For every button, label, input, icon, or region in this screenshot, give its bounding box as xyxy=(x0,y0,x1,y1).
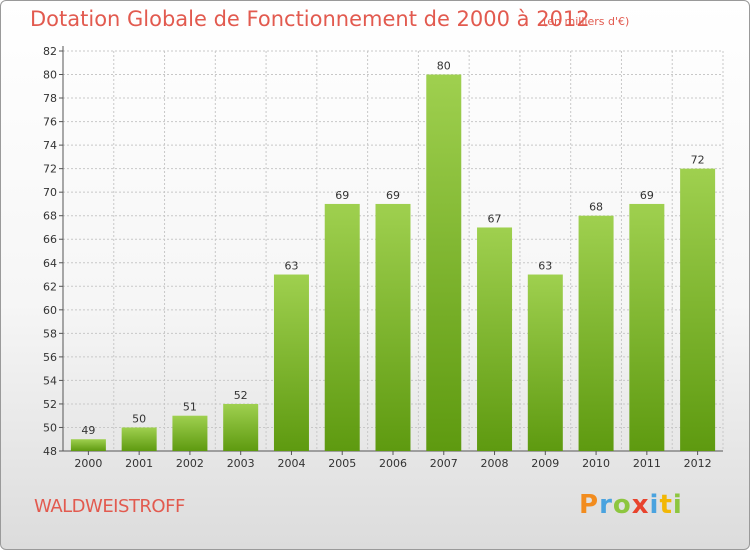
bar-2001 xyxy=(121,427,157,451)
y-tick-label: 50 xyxy=(43,421,57,434)
logo-letter: i xyxy=(649,490,660,520)
bar-2009 xyxy=(527,274,563,451)
y-tick-label: 80 xyxy=(43,69,57,82)
chart-subtitle: (en milliers d'€) xyxy=(543,15,630,28)
x-tick-label-2012: 2012 xyxy=(684,457,712,470)
y-tick-label: 54 xyxy=(43,374,57,387)
x-tick-label-2009: 2009 xyxy=(531,457,559,470)
x-tick-label-2011: 2011 xyxy=(633,457,661,470)
logo-letter: r xyxy=(599,490,613,520)
data-label-2003: 52 xyxy=(234,389,248,402)
data-label-2001: 50 xyxy=(132,412,146,425)
y-tick-label: 58 xyxy=(43,327,57,340)
data-label-2006: 69 xyxy=(386,189,400,202)
data-label-2002: 51 xyxy=(183,401,197,414)
x-tick-label-2008: 2008 xyxy=(481,457,509,470)
y-tick-label: 76 xyxy=(43,116,57,129)
data-label-2004: 63 xyxy=(284,260,298,273)
y-tick-label: 60 xyxy=(43,304,57,317)
y-tick-label: 62 xyxy=(43,280,57,293)
chart-title: Dotation Globale de Fonctionnement de 20… xyxy=(30,7,590,31)
y-tick-label: 68 xyxy=(43,210,57,223)
y-tick-label: 66 xyxy=(43,233,57,246)
data-label-2005: 69 xyxy=(335,189,349,202)
y-tick-label: 72 xyxy=(43,163,57,176)
data-label-2000: 49 xyxy=(81,424,95,437)
axes: 48 50 52 54 56 58 60 62 64 66 68 70 72 74 76 78 80 82 2000… xyxy=(43,45,723,470)
data-label-2008: 67 xyxy=(488,212,502,225)
bar-2011 xyxy=(629,203,665,451)
logo-letter: o xyxy=(612,490,632,520)
logo-letter: x xyxy=(631,490,650,520)
logo-letter: t xyxy=(659,490,673,520)
proxiti-logo[interactable]: Proxiti xyxy=(579,490,683,520)
bar-2005 xyxy=(324,203,360,451)
bars xyxy=(70,74,716,451)
bar-2012 xyxy=(680,168,716,451)
logo-letter: i xyxy=(672,490,683,520)
bar-2010 xyxy=(578,215,614,451)
x-tick-label-2002: 2002 xyxy=(176,457,204,470)
y-tick-label: 70 xyxy=(43,186,57,199)
labels: 49 50 51 52 63 69 69 80 67 63 68 69 72 xyxy=(81,60,704,438)
y-tick-label: 74 xyxy=(43,139,57,152)
y-tick-label: 82 xyxy=(43,45,57,58)
x-tick-label-2007: 2007 xyxy=(430,457,458,470)
logo-letter: P xyxy=(579,490,600,520)
bar-2003 xyxy=(223,403,259,451)
x-tick-label-2000: 2000 xyxy=(74,457,102,470)
x-tick-label-2001: 2001 xyxy=(125,457,153,470)
y-tick-label: 56 xyxy=(43,351,57,364)
data-label-2009: 63 xyxy=(538,260,552,273)
data-label-2010: 68 xyxy=(589,201,603,214)
commune-name: WALDWEISTROFF xyxy=(34,496,185,517)
bar-2008 xyxy=(477,227,513,451)
x-tick-label-2003: 2003 xyxy=(227,457,255,470)
x-tick-label-2004: 2004 xyxy=(277,457,305,470)
data-label-2011: 69 xyxy=(640,189,654,202)
x-tick-label-2010: 2010 xyxy=(582,457,610,470)
x-tick-label-2005: 2005 xyxy=(328,457,356,470)
y-tick-label: 78 xyxy=(43,92,57,105)
y-tick-label: 52 xyxy=(43,398,57,411)
bar-2006 xyxy=(375,203,411,451)
data-label-2007: 80 xyxy=(437,60,451,73)
bar-2007 xyxy=(426,74,462,451)
bar-2000 xyxy=(70,439,106,451)
bar-2002 xyxy=(172,415,208,451)
y-tick-label: 48 xyxy=(43,445,57,458)
data-label-2012: 72 xyxy=(691,154,705,167)
bar-2004 xyxy=(273,274,309,451)
y-tick-label: 64 xyxy=(43,257,57,270)
x-tick-label-2006: 2006 xyxy=(379,457,407,470)
